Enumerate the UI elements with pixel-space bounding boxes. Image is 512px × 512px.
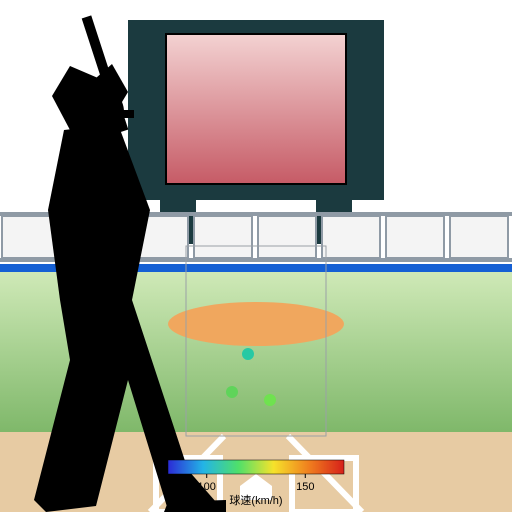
pitch-dot bbox=[226, 386, 238, 398]
legend-tick-label: 150 bbox=[296, 481, 314, 493]
scoreboard-screen bbox=[166, 34, 346, 184]
pitchers-mound bbox=[168, 302, 344, 346]
pitch-dot bbox=[264, 394, 276, 406]
speed-legend-bar bbox=[168, 460, 344, 474]
speed-legend-label: 球速(km/h) bbox=[229, 493, 282, 507]
scene-svg: 100 150 球速(km/h) bbox=[0, 0, 512, 512]
pitch-dot bbox=[242, 348, 254, 360]
legend-tick-label: 100 bbox=[198, 481, 216, 493]
